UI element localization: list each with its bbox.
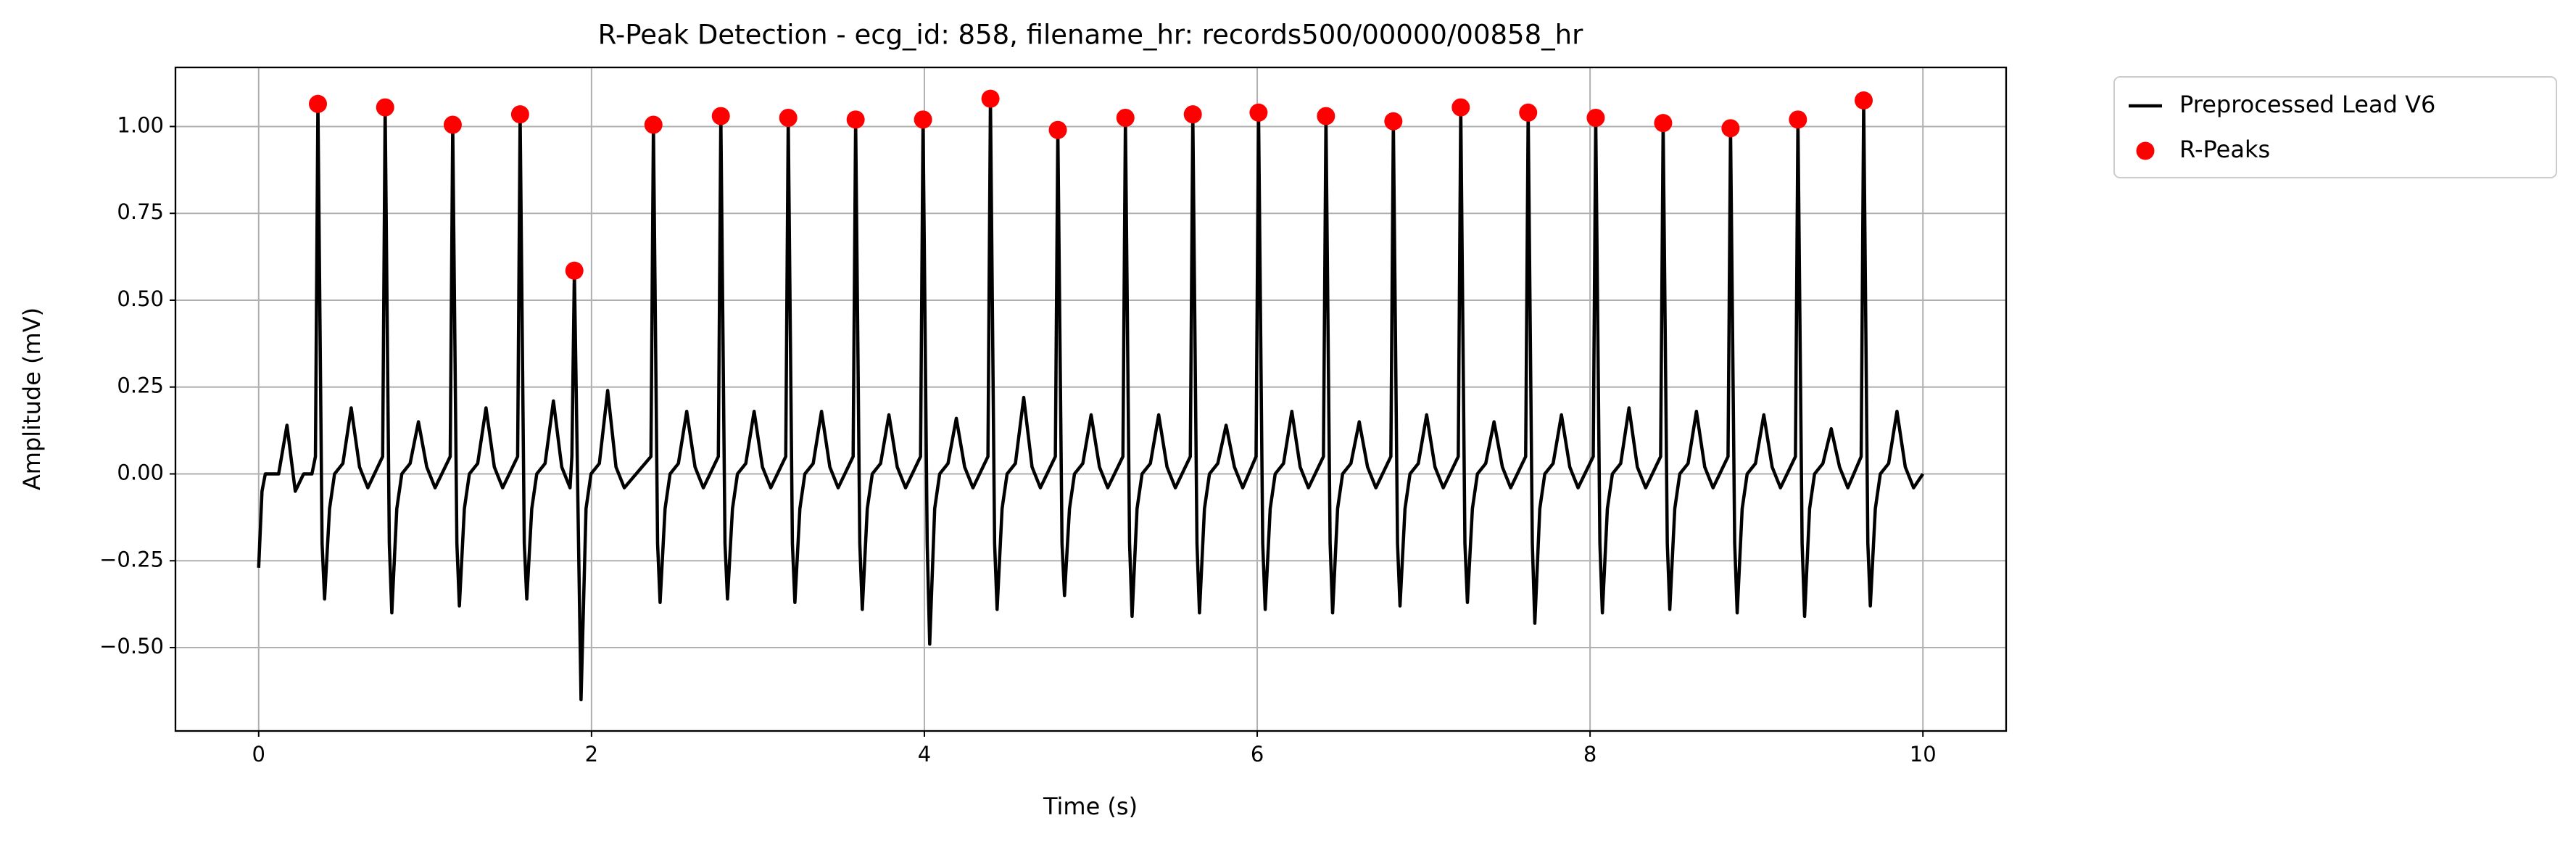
r-peak-marker: [1654, 114, 1673, 133]
r-peak-marker: [644, 115, 663, 134]
r-peak-marker: [1183, 105, 1202, 124]
x-tick-label: 2: [585, 742, 598, 767]
y-axis-label: Amplitude (mV): [18, 307, 46, 490]
r-peak-marker: [981, 89, 1000, 108]
x-tick-label: 8: [1583, 742, 1596, 767]
axes-frame: [174, 66, 2008, 732]
y-tick-label: −0.25: [99, 547, 164, 571]
x-tick-label: 6: [1251, 742, 1264, 767]
plot-area: [257, 89, 1925, 702]
r-peak-marker: [1855, 91, 1873, 110]
r-peak-marker: [376, 98, 394, 117]
r-peak-marker: [1116, 108, 1135, 127]
x-tick-label: 10: [1910, 742, 1937, 767]
r-peak-marker: [1317, 107, 1335, 125]
r-peak-marker: [510, 105, 529, 124]
y-tick-label: 1.00: [117, 112, 164, 137]
x-tick-label: 0: [252, 742, 265, 767]
x-tick-label: 4: [918, 742, 931, 767]
y-tick-label: 0.50: [117, 286, 164, 311]
legend-label: Preprocessed Lead V6: [2179, 91, 2435, 118]
r-peak-marker: [846, 110, 865, 129]
r-peak-marker: [711, 107, 730, 125]
r-peak-marker: [1048, 120, 1067, 139]
x-axis-label: Time (s): [1043, 793, 1138, 820]
legend-label: R-Peaks: [2179, 136, 2270, 163]
r-peak-marker: [565, 261, 584, 280]
legend-marker: [2136, 141, 2155, 160]
ticks: 0 2 4 6 8 10 −0.50 −0.25 0.00 0.25 0.50 0.75 1.00: [99, 112, 1937, 767]
ecg-line: [257, 96, 1925, 702]
r-peak-marker: [779, 108, 798, 127]
legend-box: [2113, 76, 2557, 178]
r-peak-marker: [914, 110, 932, 129]
r-peak-marker: [1249, 103, 1268, 122]
r-peak-marker: [443, 115, 462, 134]
y-tick-label: 0.25: [117, 373, 164, 398]
chart-title: R-Peak Detection - ecg_id: 858, filename…: [598, 20, 1583, 51]
r-peak-marker: [1384, 112, 1403, 131]
y-tick-label: 0.00: [117, 460, 164, 484]
r-peak-marker: [308, 94, 327, 113]
y-tick-label: 0.75: [117, 199, 164, 224]
legend: Preprocessed Lead V6 R-Peaks: [2113, 76, 2557, 178]
r-peak-marker: [1586, 108, 1605, 127]
r-peak-marker: [1789, 110, 1807, 129]
r-peak-marker: [1721, 119, 1740, 138]
y-tick-label: −0.50: [99, 634, 164, 658]
r-peak-marker: [1451, 98, 1470, 117]
r-peak-marker: [1519, 103, 1538, 122]
